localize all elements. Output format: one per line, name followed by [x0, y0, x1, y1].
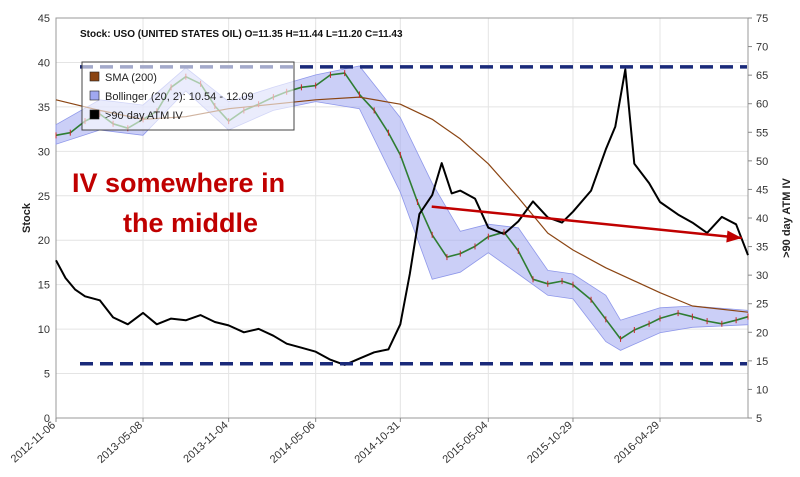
y-right-tick-label: 60: [756, 99, 768, 111]
y-right-tick-label: 35: [756, 242, 768, 254]
bollinger-band-fill: [55, 65, 749, 351]
y-right-tick-label: 40: [756, 213, 768, 225]
y-right-tick-label: 20: [756, 327, 768, 339]
legend-label-iv: >90 day ATM IV: [105, 110, 183, 122]
y-left-tick-label: 10: [38, 324, 50, 336]
legend-swatch-iv: [89, 109, 100, 120]
annotation-arrow: [431, 205, 742, 243]
y-left-tick-label: 40: [38, 57, 50, 69]
y-axis-right-title: >90 day ATM IV: [781, 177, 793, 257]
legend-label-sma: SMA (200): [105, 72, 157, 84]
y-right-tick-label: 15: [756, 356, 768, 368]
annotation-line-2: the middle: [123, 208, 258, 238]
y-left-tick-label: 25: [38, 191, 50, 203]
annotation-line-1: IV somewhere in: [72, 168, 285, 198]
bollinger-band: [55, 65, 749, 351]
y-left-tick-label: 5: [44, 369, 50, 381]
y-right-tick-label: 10: [756, 384, 768, 396]
y-axis-left-title: Stock: [21, 202, 33, 233]
y-right-tick-label: 75: [756, 13, 768, 25]
annotation-arrow-shaft: [431, 205, 742, 240]
iv-line: [55, 68, 749, 366]
y-left-tick-label: 0: [44, 413, 50, 425]
y-left-tick-label: 35: [38, 102, 50, 114]
y-right-tick-label: 65: [756, 70, 768, 82]
legend-swatch-bollinger: [89, 90, 100, 101]
legend-swatch-sma: [89, 71, 100, 82]
chart-header: Stock: USO (UNITED STATES OIL) O=11.35 H…: [80, 29, 403, 40]
y-left-tick-label: 15: [38, 280, 50, 292]
y-left-tick-label: 45: [38, 13, 50, 25]
legend-box: [81, 61, 295, 131]
y-left-tick-label: 20: [38, 235, 50, 247]
y-left-tick-label: 30: [38, 146, 50, 158]
y-right-tick-label: 45: [756, 184, 768, 196]
y-right-tick-label: 50: [756, 156, 768, 168]
y-right-tick-label: 5: [756, 413, 762, 425]
legend-label-bollinger: Bollinger (20, 2): 10.54 - 12.09: [105, 91, 254, 103]
y-right-tick-label: 55: [756, 127, 768, 139]
y-right-tick-label: 30: [756, 270, 768, 282]
y-right-tick-label: 70: [756, 42, 768, 54]
y-right-tick-label: 25: [756, 299, 768, 311]
annotation-arrow-head: [726, 230, 742, 243]
